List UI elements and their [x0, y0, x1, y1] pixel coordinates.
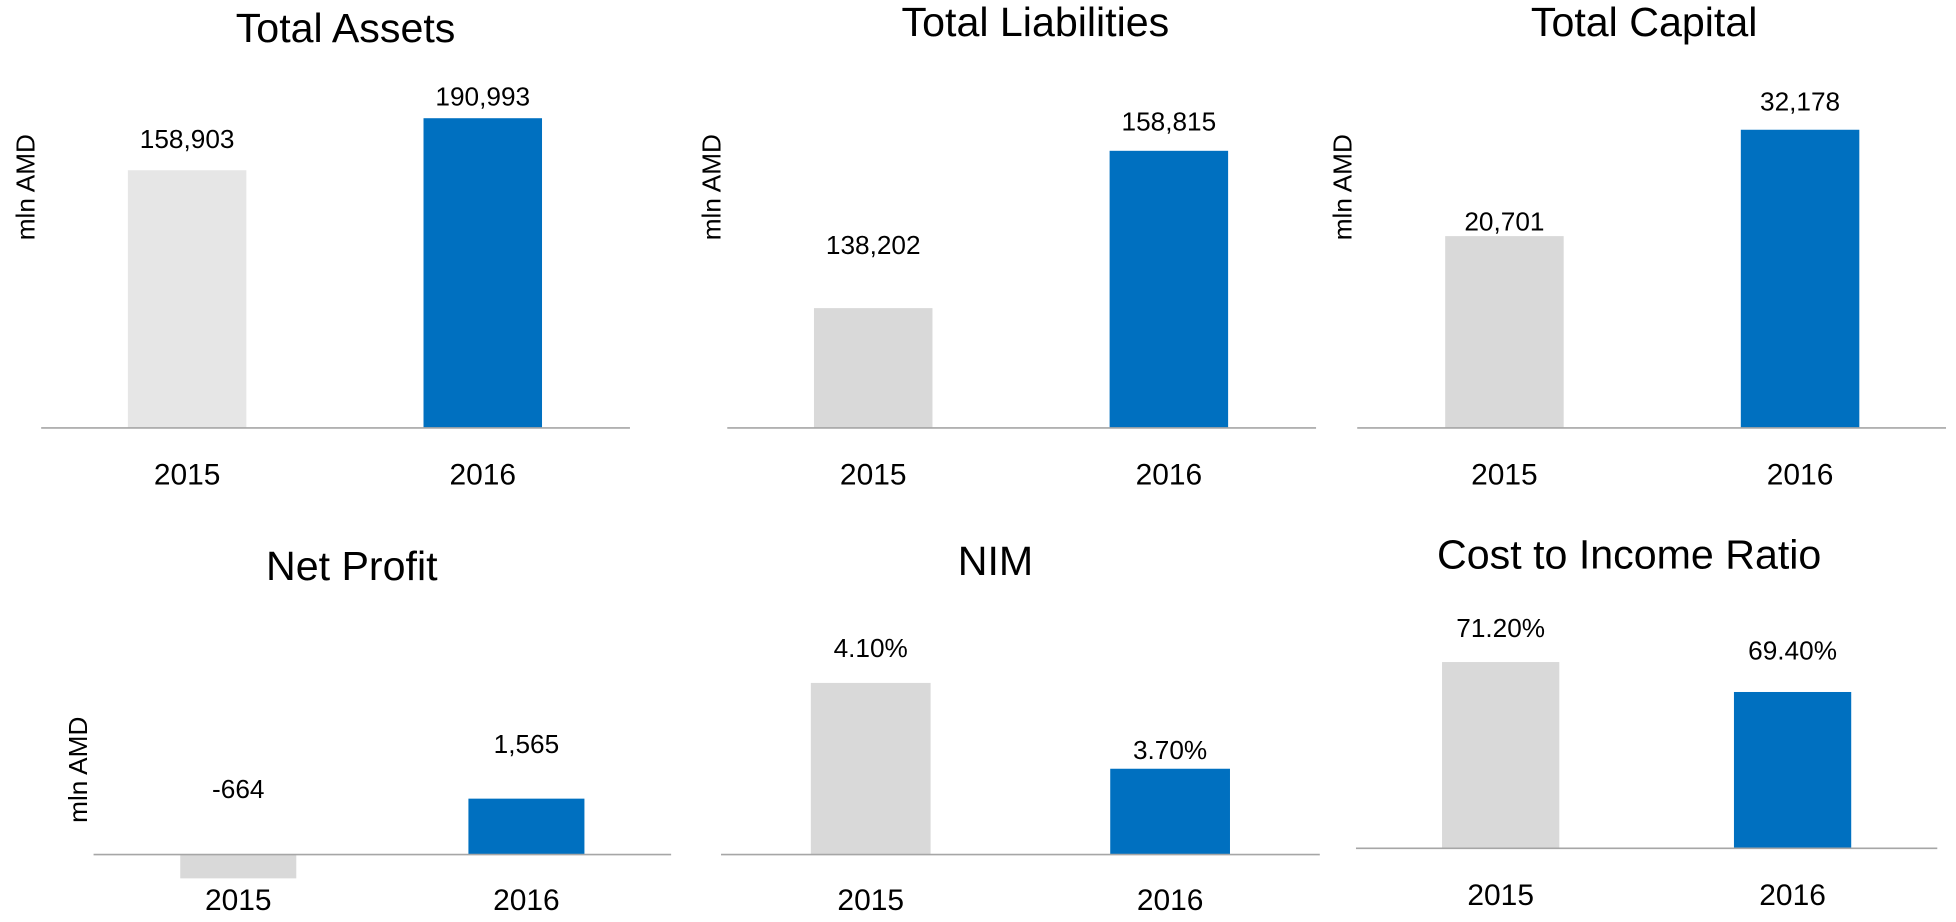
x-tick-label: 2015 — [1467, 879, 1534, 912]
bar — [468, 798, 585, 855]
x-tick-label: 2016 — [493, 884, 560, 917]
chart-title: NIM — [958, 538, 1033, 584]
chart-title: Net Profit — [266, 543, 438, 589]
bar — [810, 682, 931, 855]
x-tick-label: 2015 — [840, 458, 907, 491]
x-tick-label: 2016 — [1137, 884, 1204, 917]
x-tick-label: 2015 — [1471, 458, 1538, 491]
bar — [1442, 662, 1560, 849]
data-label: 158,815 — [1122, 106, 1217, 136]
data-label: 190,993 — [435, 82, 530, 112]
x-tick-label: 2016 — [1136, 458, 1203, 491]
chart-title: Total Liabilities — [902, 0, 1170, 45]
y-axis-label: mln AMD — [63, 717, 93, 823]
bar — [423, 118, 543, 428]
data-label: 4.10% — [834, 633, 908, 663]
x-tick-label: 2016 — [1767, 458, 1834, 491]
chart-title: Cost to Income Ratio — [1437, 532, 1821, 578]
data-label: 158,903 — [140, 124, 235, 154]
y-axis-label: mln AMD — [1328, 134, 1358, 240]
x-tick-label: 2016 — [449, 458, 516, 491]
bar — [1733, 691, 1852, 849]
bar — [1110, 768, 1230, 855]
data-label: -664 — [212, 774, 264, 804]
x-tick-label: 2015 — [837, 884, 904, 917]
x-tick-label: 2015 — [154, 458, 221, 491]
data-label: 3.70% — [1133, 735, 1207, 765]
x-tick-label: 2015 — [205, 884, 272, 917]
data-label: 138,202 — [826, 230, 921, 260]
bar — [1740, 129, 1860, 428]
y-axis-label: mln AMD — [10, 134, 40, 240]
bar — [180, 854, 297, 879]
bar — [813, 308, 933, 428]
data-label: 1,565 — [494, 729, 560, 759]
data-label: 69.40% — [1748, 635, 1837, 665]
chart-title: Total Capital — [1531, 0, 1757, 45]
chart-title: Total Assets — [236, 5, 456, 51]
data-label: 20,701 — [1464, 206, 1544, 236]
data-label: 71.20% — [1456, 613, 1545, 643]
bar — [1445, 236, 1564, 428]
y-axis-label: mln AMD — [696, 134, 726, 240]
x-tick-label: 2016 — [1759, 879, 1826, 912]
bar — [127, 170, 247, 428]
bar — [1109, 150, 1229, 428]
data-label: 32,178 — [1760, 87, 1840, 117]
